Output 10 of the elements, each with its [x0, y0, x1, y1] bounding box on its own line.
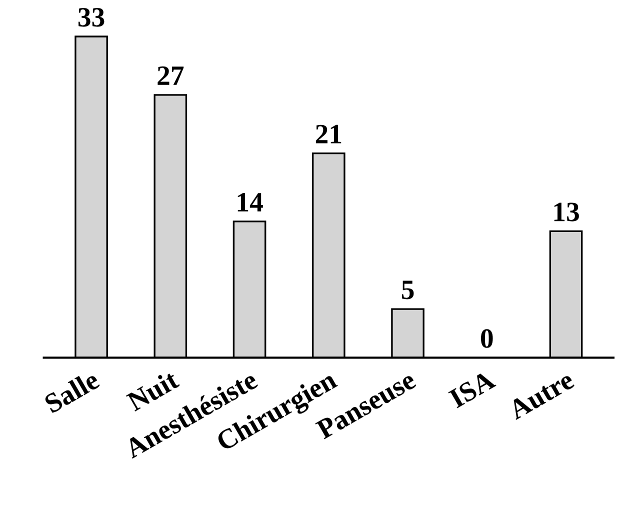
x-tick-label: Autre	[507, 370, 576, 420]
data-label: 27	[158, 66, 184, 85]
data-label: 5	[402, 280, 414, 300]
data-label: 13	[554, 202, 579, 222]
data-label: 14	[238, 193, 263, 212]
data-label: 21	[316, 124, 342, 144]
data-label: 33	[78, 8, 104, 27]
x-tick-label: ISA	[448, 370, 496, 408]
x-tick-label: Salle	[43, 369, 100, 414]
data-label: 0	[481, 329, 493, 348]
